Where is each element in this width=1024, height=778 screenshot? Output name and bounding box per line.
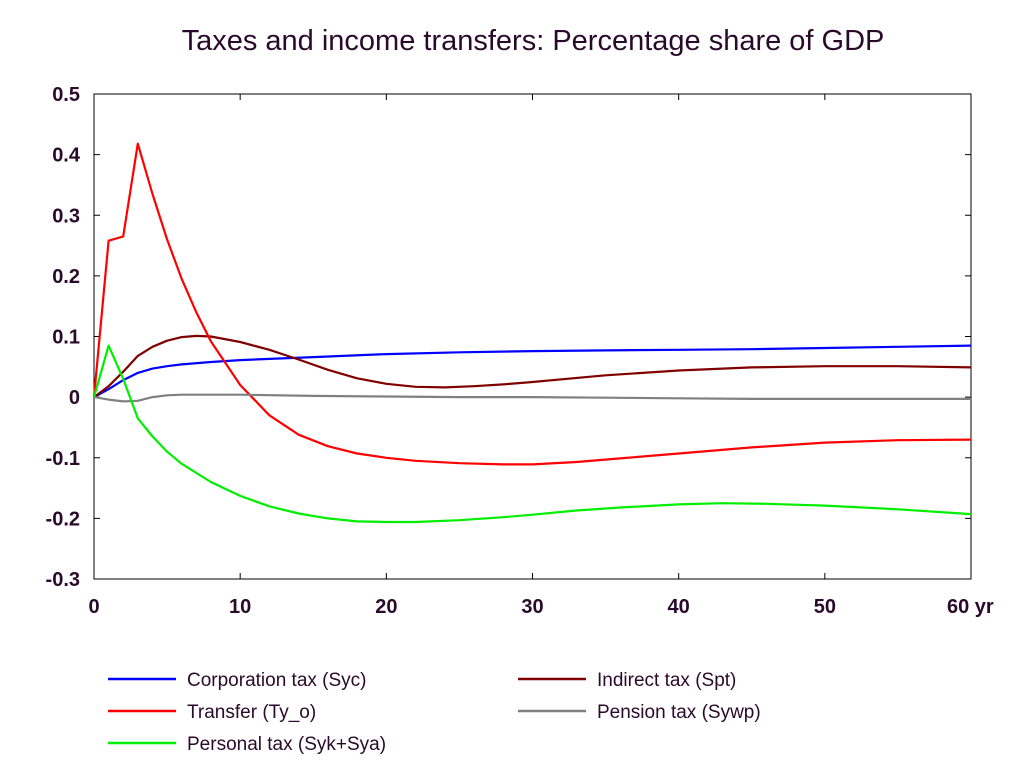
y-tick-label: 0.1 [52,327,80,349]
y-tick-label: 0.3 [52,205,80,227]
x-tick-label: 30 [521,596,543,618]
series-line-pension-tax-sywp [93,393,971,403]
legend-label: Personal tax (Syk+Sya) [187,734,386,755]
series-lines [92,142,972,524]
y-tick-label: 0.5 [52,84,80,106]
x-tick-label: 40 [668,596,690,618]
y-tick-label: -0.3 [46,569,80,591]
y-tick-label: 0.4 [52,145,81,167]
legend: Corporation tax (Syc) Indirect tax (Spt) T… [108,670,761,755]
y-axis: -0.3 -0.2 -0.1 0 0.1 0.2 0.3 0.4 0.5 [46,84,971,591]
series-line-transfer-ty-o [92,142,972,466]
y-tick-label: -0.2 [46,508,80,530]
legend-label: Pension tax (Sywp) [597,702,761,723]
series-line-indirect-tax-spt [93,334,972,398]
x-tick-label: 10 [229,596,251,618]
x-tick-label: 50 [814,596,836,618]
chart-title: Taxes and income transfers: Percentage s… [182,25,885,57]
x-tick-label: 0 [88,596,99,618]
x-tick-label: 20 [375,596,397,618]
y-tick-label: 0.2 [52,266,80,288]
x-tick-label: 60 yr [947,596,994,618]
x-axis: 0 10 20 30 40 50 60 yr [88,94,994,618]
series-line-corporation-tax-syc [93,344,972,399]
legend-label: Transfer (Ty_o) [187,702,316,723]
series-line-personal-tax-syk-sya [92,344,972,524]
y-tick-label: -0.1 [46,448,80,470]
legend-label: Corporation tax (Syc) [187,670,367,691]
y-tick-label: 0 [69,387,80,409]
legend-label: Indirect tax (Spt) [597,670,736,691]
